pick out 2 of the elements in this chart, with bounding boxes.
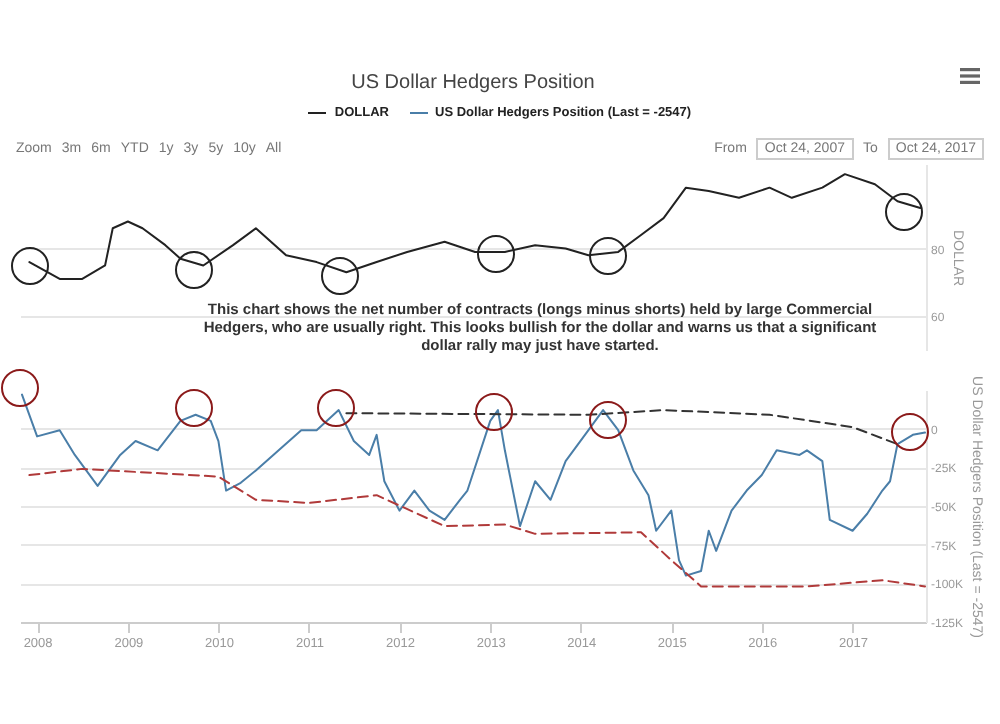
- line-series: [28, 467, 926, 588]
- chart-title: US Dollar Hedgers Position: [351, 72, 595, 94]
